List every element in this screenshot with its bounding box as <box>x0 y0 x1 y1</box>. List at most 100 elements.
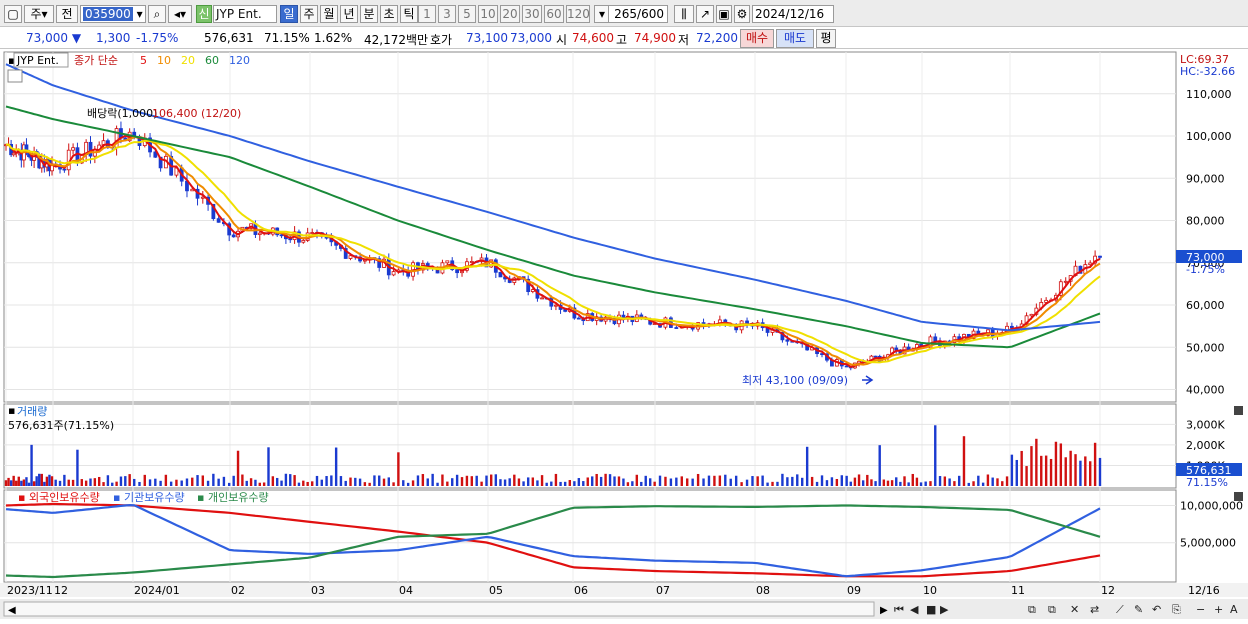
zoom-out-icon[interactable]: − <box>1196 603 1205 616</box>
volume-bar <box>227 482 231 486</box>
period-1[interactable]: 주 <box>300 5 318 23</box>
volume-bar <box>180 480 183 486</box>
sell-button[interactable]: 매도 <box>776 29 814 48</box>
interval-60[interactable]: 60 <box>544 5 564 23</box>
volume-bar <box>1098 457 1102 486</box>
grid-toggle-icon[interactable] <box>7 69 23 83</box>
scroll-left-icon[interactable]: ◀ <box>8 605 16 616</box>
candle-icon[interactable]: ⫼ <box>674 5 694 23</box>
font-icon[interactable]: A <box>1230 603 1238 616</box>
ma-legend-60[interactable]: 60 <box>205 54 219 67</box>
interval-30[interactable]: 30 <box>522 5 542 23</box>
interval-3[interactable]: 3 <box>438 5 456 23</box>
chart-area[interactable]: 110,000 100,000 90,000 80,000 70,000 60,000 50… <box>0 50 1248 621</box>
code-input[interactable]: 035900 ▾ <box>80 5 146 23</box>
period-4[interactable]: 분 <box>360 5 378 23</box>
zoom-box-icon[interactable]: ⧉ <box>1028 603 1036 616</box>
volume-bar <box>40 473 43 486</box>
pane-icon[interactable]: ▪ <box>8 404 15 417</box>
volume-bar <box>1089 461 1092 486</box>
candle-body <box>310 232 315 234</box>
volume-bar <box>573 481 576 486</box>
volume-bar <box>106 475 110 486</box>
volume-bar <box>1059 443 1063 486</box>
interval-5[interactable]: 5 <box>458 5 476 23</box>
chart-tool-icon[interactable]: ↗ <box>696 5 714 23</box>
volume-bar <box>475 475 478 486</box>
window-icon[interactable]: ▢ <box>4 5 22 23</box>
volume-close-icon[interactable] <box>1234 406 1243 415</box>
open-value: 74,600 <box>572 31 614 45</box>
speaker-icon[interactable]: ◂▾ <box>168 5 192 23</box>
ask-value: 73,000 <box>510 31 552 45</box>
volume-bar <box>648 478 652 486</box>
interval-20[interactable]: 20 <box>500 5 520 23</box>
volume-bar <box>289 474 292 486</box>
scrollbar[interactable] <box>3 601 875 617</box>
draw-icon[interactable]: ✎ <box>1134 603 1143 616</box>
volume-bar <box>604 473 607 486</box>
volume-bar <box>810 476 814 486</box>
search-icon[interactable]: ⌕ <box>148 5 166 23</box>
save-chart-icon[interactable]: ⎘ <box>1172 603 1181 616</box>
count-input[interactable]: 265/600 <box>608 5 668 23</box>
stock-name-field[interactable]: JYP Ent. <box>213 5 277 23</box>
volume-bar <box>991 477 994 486</box>
prev-button[interactable]: 전 <box>56 5 78 23</box>
volume-bar <box>363 482 367 486</box>
ma-legend-120[interactable]: 120 <box>229 54 250 67</box>
rewind-icon[interactable]: ⏮ <box>894 603 904 616</box>
volume-bar <box>102 482 105 486</box>
stop-icon[interactable]: ■ <box>926 603 936 616</box>
volume-bar <box>93 478 97 486</box>
volume-bar <box>411 480 415 486</box>
buy-button[interactable]: 매수 <box>740 29 774 48</box>
period-0[interactable]: 일 <box>280 5 298 23</box>
volume-bar <box>35 476 38 486</box>
volume-bar <box>212 473 215 486</box>
volume-bar <box>451 478 454 486</box>
interval-10[interactable]: 10 <box>478 5 498 23</box>
volume-bar <box>373 475 376 486</box>
period-3[interactable]: 년 <box>340 5 358 23</box>
eval-button[interactable]: 평 <box>816 29 836 48</box>
zoom-in-icon[interactable]: + <box>1214 603 1223 616</box>
undo-icon[interactable]: ↶ <box>1152 603 1161 616</box>
play-icon[interactable]: ▶ <box>940 603 949 616</box>
copy-icon[interactable]: ⧉ <box>1048 603 1056 616</box>
compare-icon[interactable]: ⇄ <box>1090 603 1099 616</box>
volume-bar <box>441 474 444 486</box>
interval-120[interactable]: 120 <box>566 5 590 23</box>
line-tool-icon[interactable]: ⟋ <box>1116 603 1124 616</box>
volume-bar <box>169 481 173 486</box>
volume-bar <box>713 475 716 486</box>
date-input[interactable]: 2024/12/16 <box>752 5 834 23</box>
pane-icon[interactable]: ▪ <box>8 54 15 67</box>
period-6[interactable]: 틱 <box>400 5 418 23</box>
interval-1[interactable]: 1 <box>418 5 436 23</box>
volume-bar <box>43 481 46 486</box>
x-axis-label: 02 <box>231 584 245 597</box>
volume-bar <box>791 476 794 486</box>
volume-bar <box>315 475 319 486</box>
type-select[interactable]: 주▾ <box>24 5 54 23</box>
period-2[interactable]: 월 <box>320 5 338 23</box>
volume-bar <box>943 476 947 486</box>
gear-icon[interactable]: ⚙ <box>734 5 750 23</box>
ma-legend-5[interactable]: 5 <box>140 54 147 67</box>
volume-bar <box>4 480 8 486</box>
volume-bar <box>835 478 839 486</box>
chart-svg[interactable]: 110,000100,00090,00080,00070,00060,00050… <box>0 50 1248 621</box>
ma-legend-20[interactable]: 20 <box>181 54 195 67</box>
volume-bar <box>320 479 323 486</box>
play-back-icon[interactable]: ◀ <box>910 603 919 616</box>
period-5[interactable]: 초 <box>380 5 398 23</box>
cross-icon[interactable]: ✕ <box>1070 603 1079 616</box>
save-icon[interactable]: ▣ <box>716 5 732 23</box>
scroll-right-icon[interactable]: ▶ <box>880 605 888 616</box>
volume-bar <box>175 479 178 486</box>
volume-bar <box>20 480 23 486</box>
candle-body <box>62 168 67 171</box>
ma-legend-10[interactable]: 10 <box>157 54 171 67</box>
holdings-close-icon[interactable] <box>1234 492 1243 501</box>
